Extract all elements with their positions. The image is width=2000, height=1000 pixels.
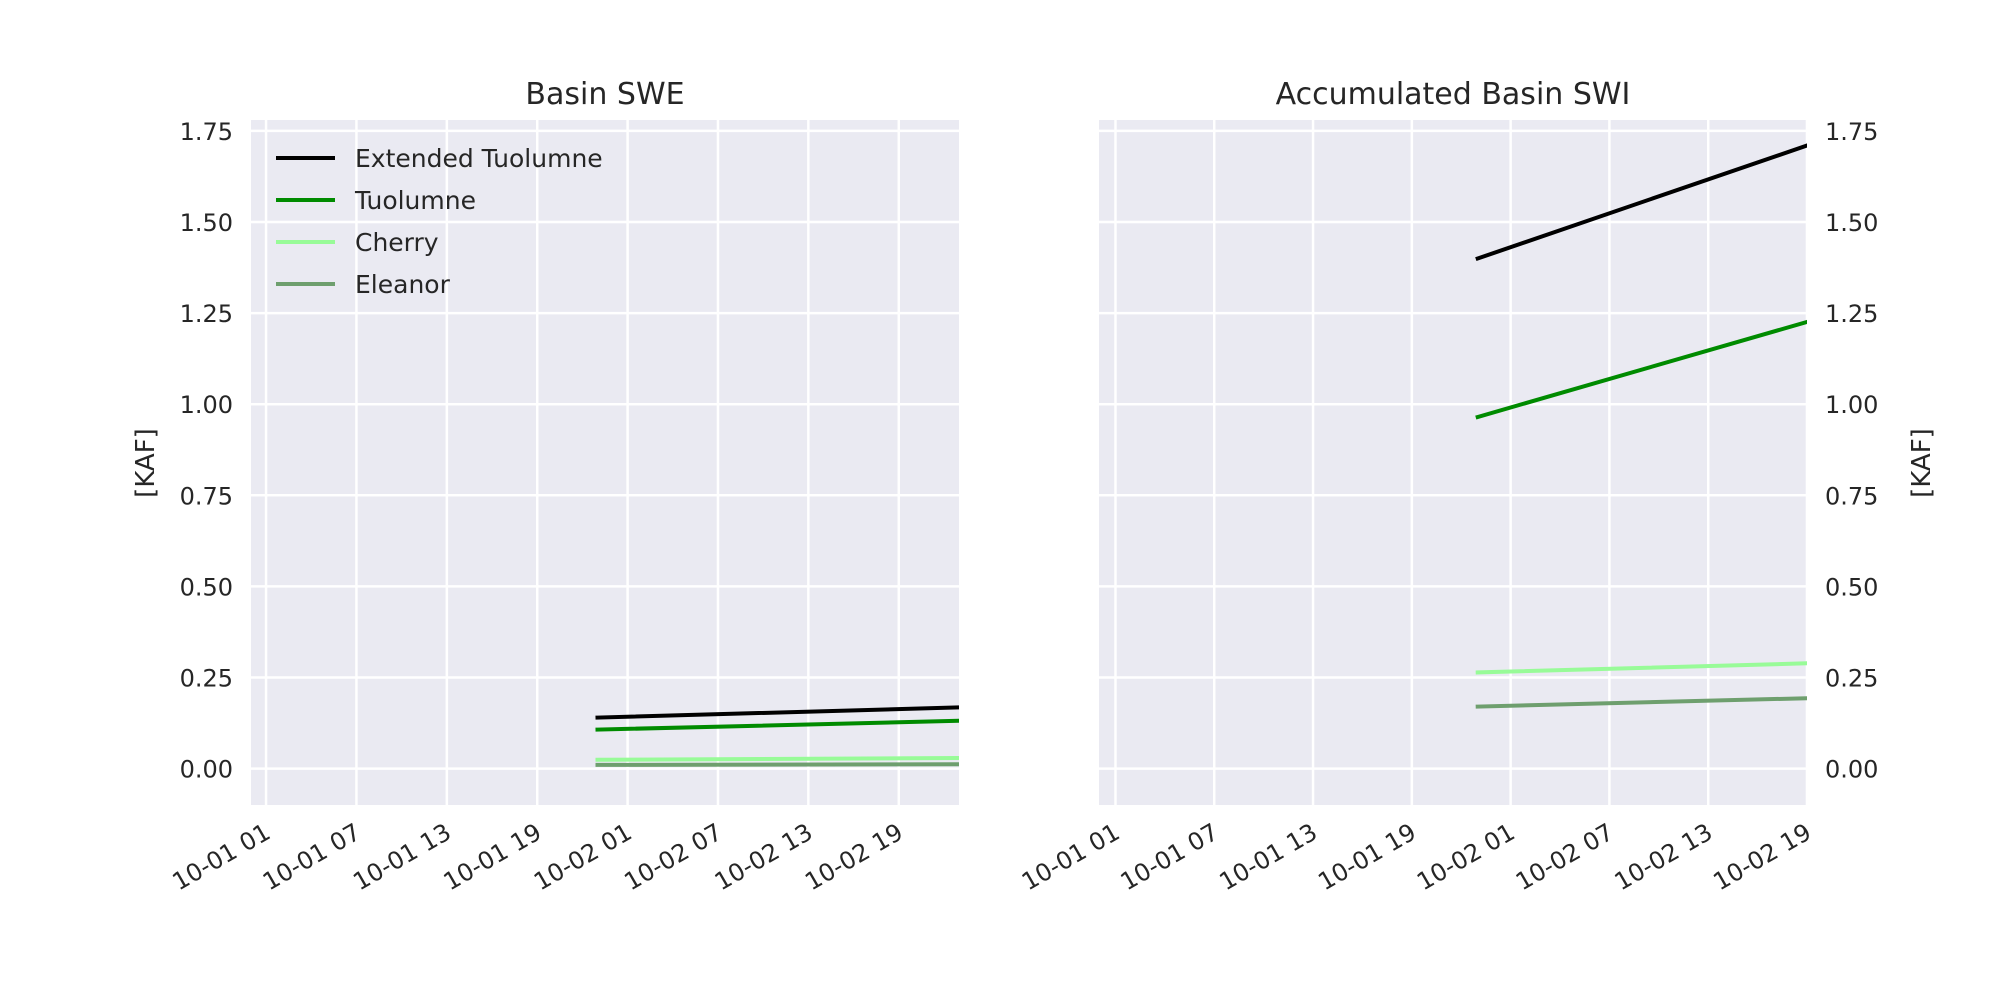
x-tick-label: 10-01 01 [1017,818,1124,896]
y-tick-label: 1.00 [1825,391,1878,419]
y-tick-label: 1.25 [1825,300,1878,328]
series-layer [595,705,959,767]
series-line-eleanor [1475,696,1807,709]
y-tick-label: 0.75 [180,482,233,510]
x-tick-label: 10-01 19 [1313,818,1420,896]
y-tick-label: 1.00 [180,391,233,419]
x-tick-label: 10-02 19 [800,818,907,896]
series-line-extended-tuolumne [1475,143,1807,262]
series-layer [1475,143,1807,709]
chart-title: Basin SWE [525,77,684,112]
x-tick-label: 10-01 07 [258,818,365,896]
y-axis-label: [KAF] [1907,428,1937,498]
y-tick-label: 0.00 [1825,756,1878,784]
series-line-tuolumne [1475,319,1807,420]
grid [1099,120,1809,805]
x-tick-label: 10-02 01 [529,818,636,896]
x-tick-label: 10-01 01 [168,818,275,896]
x-tick-label: 10-02 01 [1412,818,1519,896]
y-tick-label: 0.50 [180,573,233,601]
y-tick-label: 0.75 [1825,482,1878,510]
y-tick-label: 0.50 [1825,573,1878,601]
x-tick-label: 10-01 19 [439,818,546,896]
grid [251,120,959,805]
y-tick-label: 0.25 [1825,664,1878,692]
y-tick-label: 1.50 [1825,209,1878,237]
y-tick-label: 1.75 [1825,118,1878,146]
plot-area [1099,120,1807,805]
series-line-cherry [595,755,959,762]
y-tick-label: 0.25 [180,664,233,692]
y-axis-label: [KAF] [131,428,161,498]
y-tick-labels: 0.00 0.25 0.50 0.75 1.00 1.25 1.50 1.75 [180,118,233,784]
x-tick-label: 10-02 13 [710,818,817,896]
series-line-extended-tuolumne [595,705,959,720]
legend-label-cherry: Cherry [355,228,439,257]
x-tick-label: 10-02 07 [620,818,727,896]
legend-label-extended-tuolumne: Extended Tuolumne [355,144,603,173]
x-tick-label: 10-01 07 [1116,818,1223,896]
basin-swe-panel: 0.00 0.25 0.50 0.75 1.00 1.25 1.50 1.75 10-01 0… [131,77,959,896]
series-line-cherry [1475,661,1807,675]
y-tick-label: 1.50 [180,209,233,237]
x-tick-label: 10-02 07 [1511,818,1618,896]
accumulated-basin-swi-panel: 0.00 0.25 0.50 0.75 1.00 1.25 1.50 1.75 10-01 0… [1017,77,1937,896]
x-tick-label: 10-02 19 [1709,818,1816,896]
x-tick-label: 10-01 13 [348,818,455,896]
x-tick-label: 10-01 13 [1215,818,1322,896]
series-line-tuolumne [595,718,959,732]
y-tick-label: 1.25 [180,300,233,328]
series-line-eleanor [595,762,959,767]
legend-label-tuolumne: Tuolumne [354,186,476,215]
y-tick-label: 0.00 [180,756,233,784]
chart-title: Accumulated Basin SWI [1276,77,1631,112]
legend: Extended Tuolumne Tuolumne Cherry Eleanor [276,144,603,299]
plot-area [251,120,959,805]
legend-label-eleanor: Eleanor [355,270,451,299]
y-tick-labels: 0.00 0.25 0.50 0.75 1.00 1.25 1.50 1.75 [1825,118,1878,784]
x-tick-label: 10-02 13 [1610,818,1717,896]
y-tick-label: 1.75 [180,118,233,146]
